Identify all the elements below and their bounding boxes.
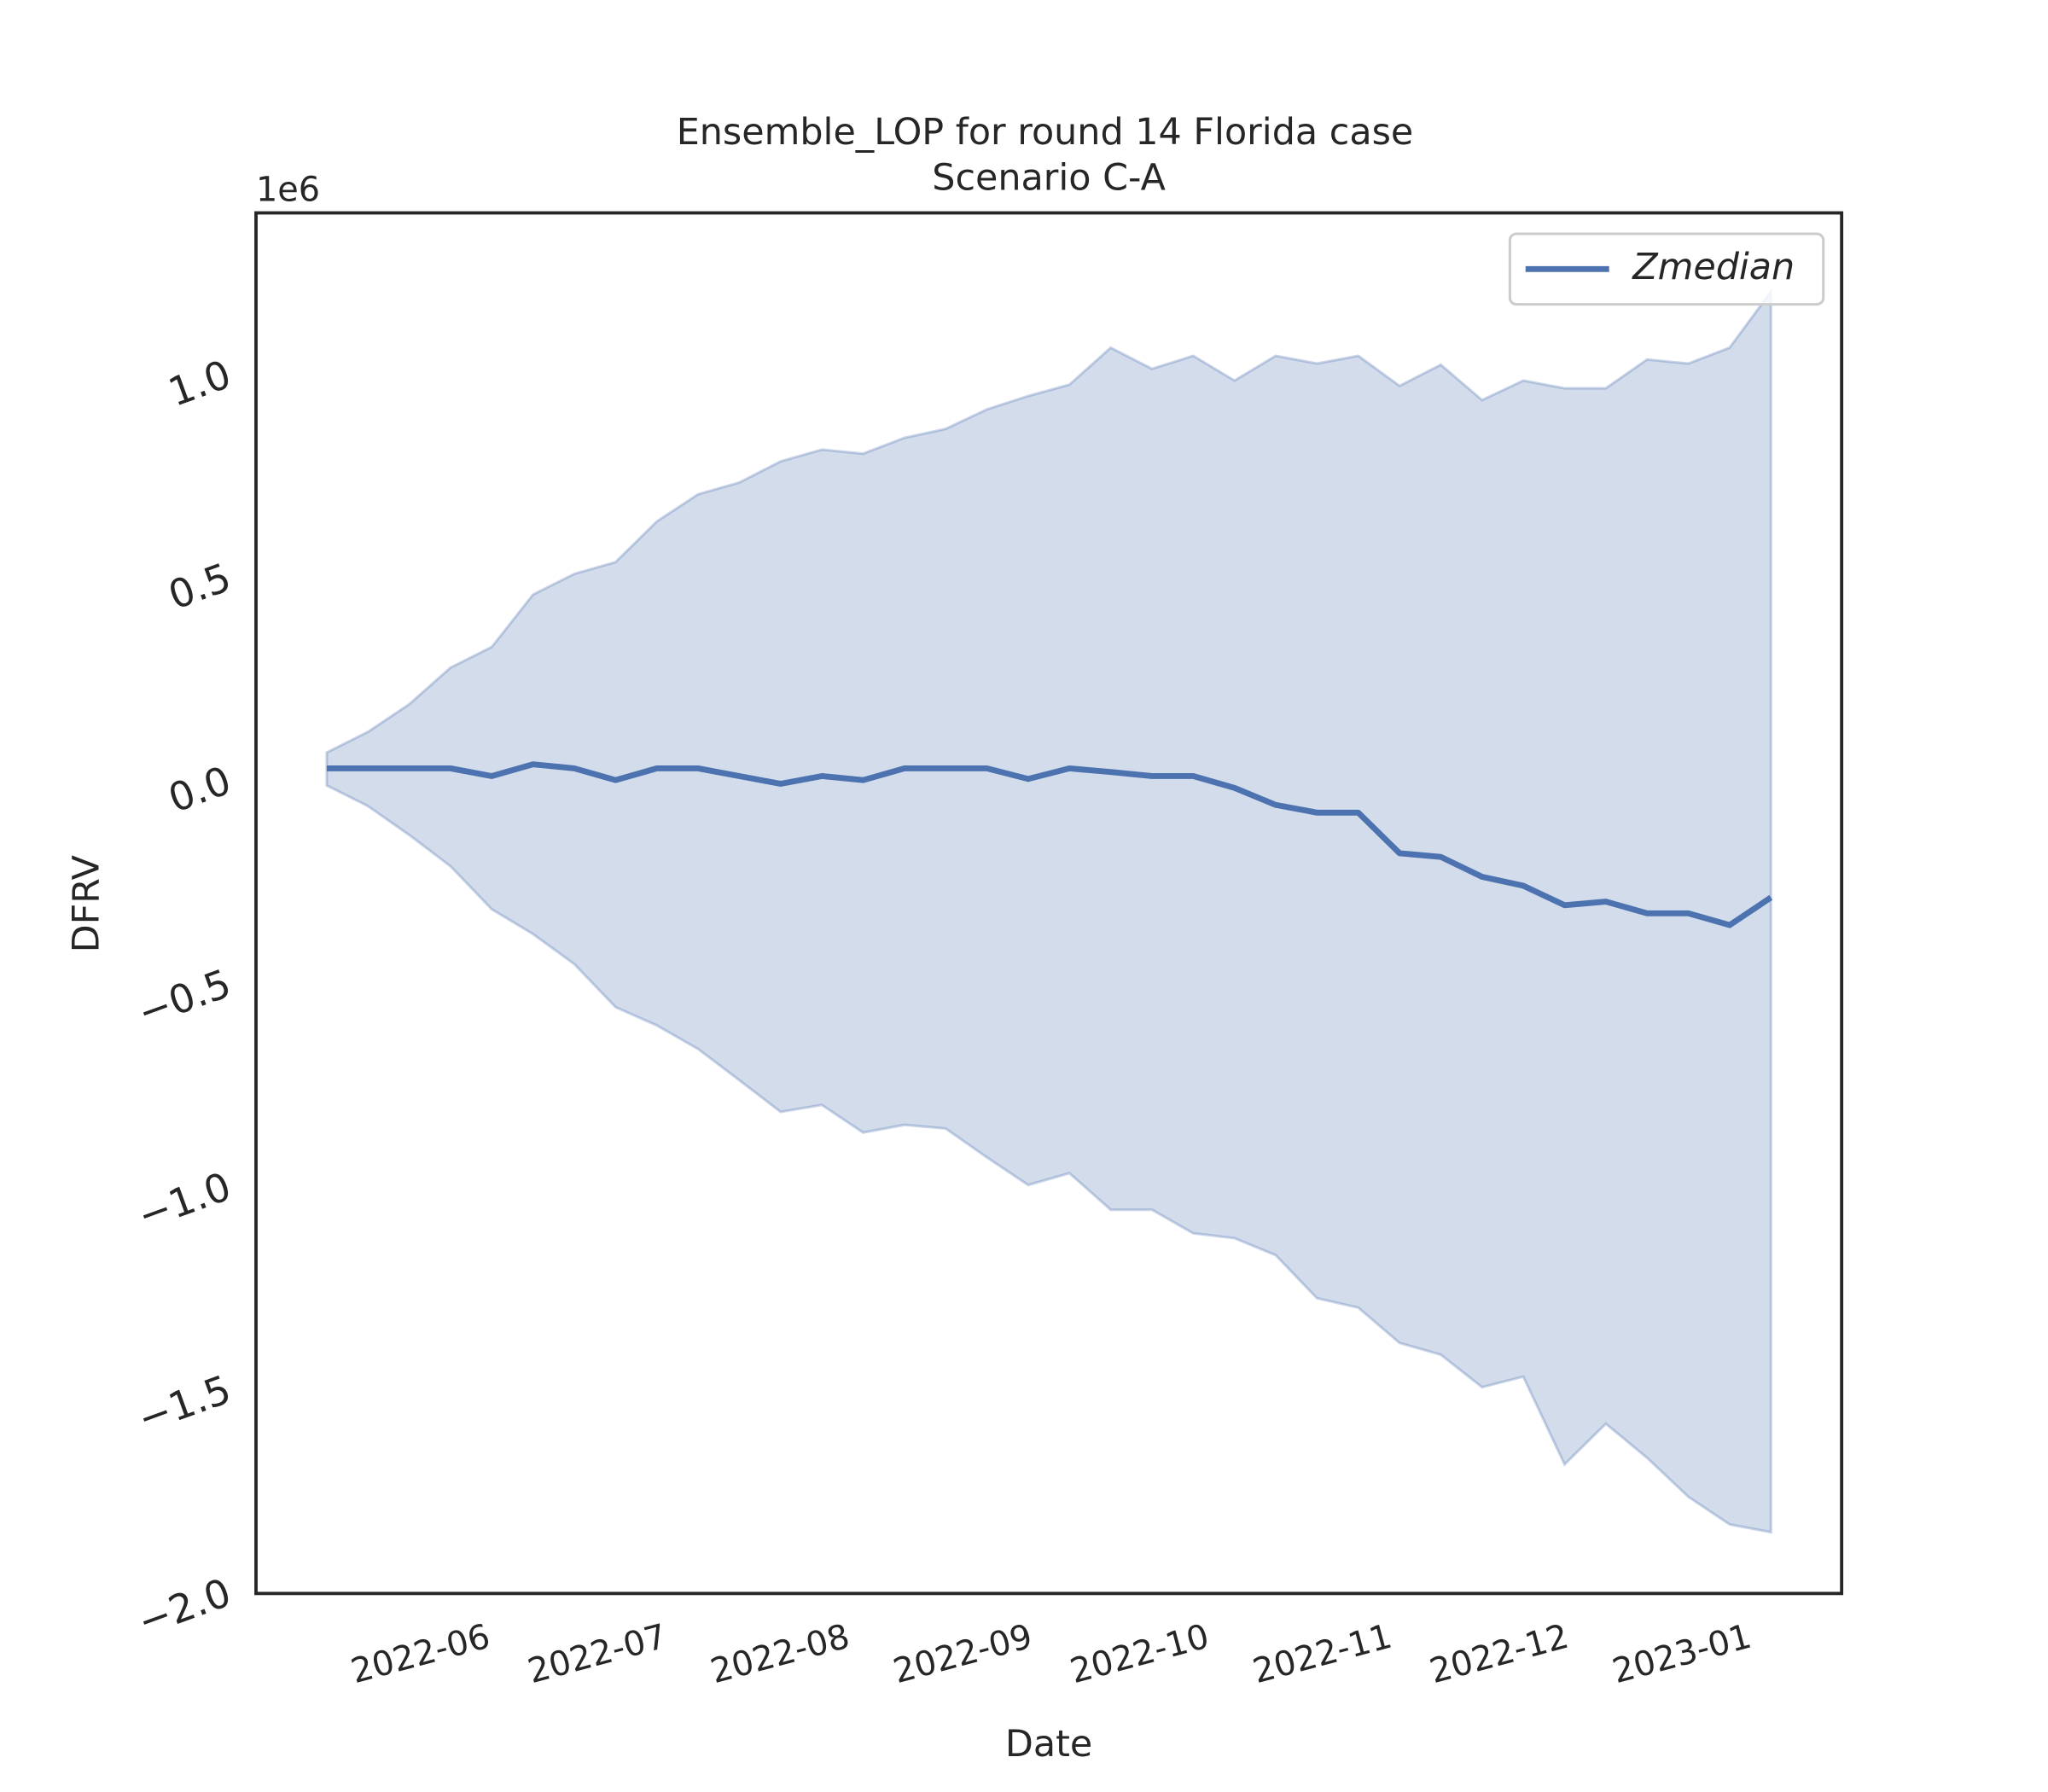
line: [326, 761, 1773, 928]
confidence-band: [325, 288, 1772, 1534]
legend-label: Zmedian: [1632, 246, 1795, 288]
y-offset-label: 1e6: [256, 171, 320, 210]
y-axis-label: DFRV: [66, 855, 108, 952]
legend-box: [1508, 232, 1825, 306]
chart-subtitle: Scenario C-A: [932, 157, 1166, 200]
x-axis-label: Date: [1005, 1723, 1092, 1766]
chart-title: Ensemble_LOP for round 14 Florida case: [677, 111, 1414, 154]
plot-frame: [254, 211, 1844, 1596]
